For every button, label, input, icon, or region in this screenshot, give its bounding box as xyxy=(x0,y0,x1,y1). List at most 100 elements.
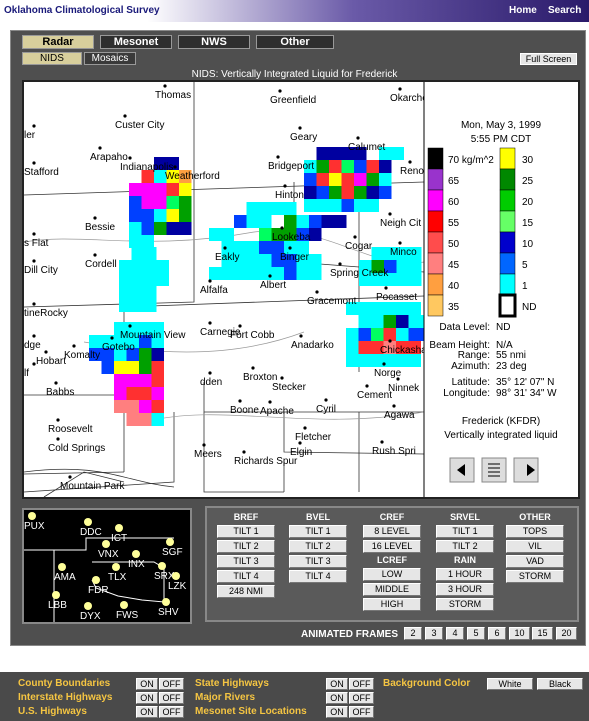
town-label: Gracemont xyxy=(307,296,357,307)
site-label: ICT xyxy=(111,533,127,544)
radar-site[interactable] xyxy=(58,563,66,571)
frame-button[interactable]: 2 xyxy=(404,627,422,640)
radar-cell xyxy=(396,354,409,367)
product-button[interactable]: LOW xyxy=(363,568,421,581)
radar-site[interactable] xyxy=(52,591,60,599)
frame-button[interactable]: 6 xyxy=(488,627,506,640)
toggle-off[interactable]: OFF xyxy=(349,706,374,718)
product-button[interactable]: VIL xyxy=(506,540,564,553)
radar-site[interactable] xyxy=(102,540,110,548)
radar-site[interactable] xyxy=(84,602,92,610)
radar-site[interactable] xyxy=(92,576,100,584)
radar-site[interactable] xyxy=(166,538,174,546)
radar-site[interactable] xyxy=(162,598,170,606)
nav-link[interactable]: Search xyxy=(548,5,582,16)
radar-cell xyxy=(366,173,379,186)
radar-site[interactable] xyxy=(84,518,92,526)
product-button[interactable]: 3 HOUR xyxy=(436,583,494,596)
town-label: Roosevelt xyxy=(48,424,93,435)
frame-button[interactable]: 15 xyxy=(532,627,553,640)
product-name: Vertically integrated liquid xyxy=(444,430,557,441)
toggle-on[interactable]: ON xyxy=(326,678,348,690)
town-label: Meers xyxy=(194,449,222,460)
nav-link[interactable]: Home xyxy=(509,5,537,16)
product-button[interactable]: TILT 2 xyxy=(289,540,347,553)
town-dot xyxy=(388,339,392,343)
radar-cell xyxy=(234,254,247,267)
radar-cell xyxy=(321,215,334,228)
town-dot xyxy=(56,437,60,441)
product-button[interactable]: 16 LEVEL xyxy=(363,540,421,553)
frame-button[interactable]: 20 xyxy=(556,627,577,640)
product-button[interactable]: TILT 4 xyxy=(217,570,275,583)
radar-cell xyxy=(284,267,297,280)
radar-cell xyxy=(341,147,354,160)
toggle-off[interactable]: OFF xyxy=(159,692,184,704)
legend-swatch xyxy=(499,273,516,296)
product-button[interactable]: MIDDLE xyxy=(363,583,421,596)
full-screen-button[interactable]: Full Screen xyxy=(520,53,577,65)
radar-cell xyxy=(259,267,272,280)
radar-site[interactable] xyxy=(115,524,123,532)
radar-site[interactable] xyxy=(132,550,140,558)
town-dot xyxy=(32,161,36,165)
toggle-on[interactable]: ON xyxy=(136,692,158,704)
product-button[interactable]: TILT 2 xyxy=(217,540,275,553)
radar-cell xyxy=(139,400,152,413)
radar-cell xyxy=(156,273,169,286)
toggle-on[interactable]: ON xyxy=(326,692,348,704)
toggle-on[interactable]: ON xyxy=(136,706,158,718)
product-button[interactable]: 8 LEVEL xyxy=(363,525,421,538)
toggle-off[interactable]: OFF xyxy=(159,678,184,690)
product-button[interactable]: STORM xyxy=(436,598,494,611)
toggle-off[interactable]: OFF xyxy=(349,678,374,690)
radar-site[interactable] xyxy=(172,572,180,580)
town-dot xyxy=(163,84,167,88)
toggle-on[interactable]: ON xyxy=(326,706,348,718)
product-button[interactable]: 1 HOUR xyxy=(436,568,494,581)
radar-site[interactable] xyxy=(112,563,120,571)
product-button[interactable]: VAD xyxy=(506,555,564,568)
toggle-off[interactable]: OFF xyxy=(159,706,184,718)
product-button[interactable]: TILT 4 xyxy=(289,570,347,583)
radar-cell xyxy=(384,260,397,273)
subtab[interactable]: NIDS xyxy=(22,52,82,65)
legend-swatch xyxy=(499,252,516,275)
product-button[interactable]: TILT 1 xyxy=(217,525,275,538)
site-label: FDR xyxy=(88,585,109,596)
frame-button[interactable]: 4 xyxy=(446,627,464,640)
product-button[interactable]: STORM xyxy=(506,570,564,583)
product-button[interactable]: TILT 3 xyxy=(217,555,275,568)
frame-button[interactable]: 3 xyxy=(425,627,443,640)
subtab[interactable]: Mosaics xyxy=(84,52,136,65)
product-button[interactable]: TOPS xyxy=(506,525,564,538)
tab[interactable]: Mesonet xyxy=(100,35,172,49)
toggle-on[interactable]: ON xyxy=(136,678,158,690)
product-button[interactable]: HIGH xyxy=(363,598,421,611)
town-dot xyxy=(356,136,360,140)
product-button[interactable]: TILT 1 xyxy=(436,525,494,538)
radar-cell xyxy=(114,387,127,400)
radar-cell xyxy=(119,273,132,286)
radar-cell xyxy=(126,374,139,387)
tab[interactable]: NWS xyxy=(178,35,250,49)
radar-site[interactable] xyxy=(28,512,36,520)
tab[interactable]: Other xyxy=(256,35,334,49)
product-button[interactable]: TILT 3 xyxy=(289,555,347,568)
product-button[interactable]: TILT 2 xyxy=(436,540,494,553)
frame-button[interactable]: 10 xyxy=(509,627,530,640)
nav-button[interactable] xyxy=(481,457,507,483)
radar-site[interactable] xyxy=(158,562,166,570)
legend-label: 70 kg/m^2 xyxy=(448,155,494,166)
tab[interactable]: Radar xyxy=(22,35,94,49)
toggle-off[interactable]: OFF xyxy=(349,692,374,704)
product-button[interactable]: TILT 1 xyxy=(289,525,347,538)
product-button[interactable]: 248 NMI xyxy=(217,585,275,598)
town-dot xyxy=(338,262,342,266)
radar-cell xyxy=(126,348,139,361)
radar-cell xyxy=(151,413,164,426)
background-option[interactable]: Black xyxy=(537,678,583,690)
frame-button[interactable]: 5 xyxy=(467,627,485,640)
background-option[interactable]: White xyxy=(487,678,533,690)
radar-site[interactable] xyxy=(120,601,128,609)
